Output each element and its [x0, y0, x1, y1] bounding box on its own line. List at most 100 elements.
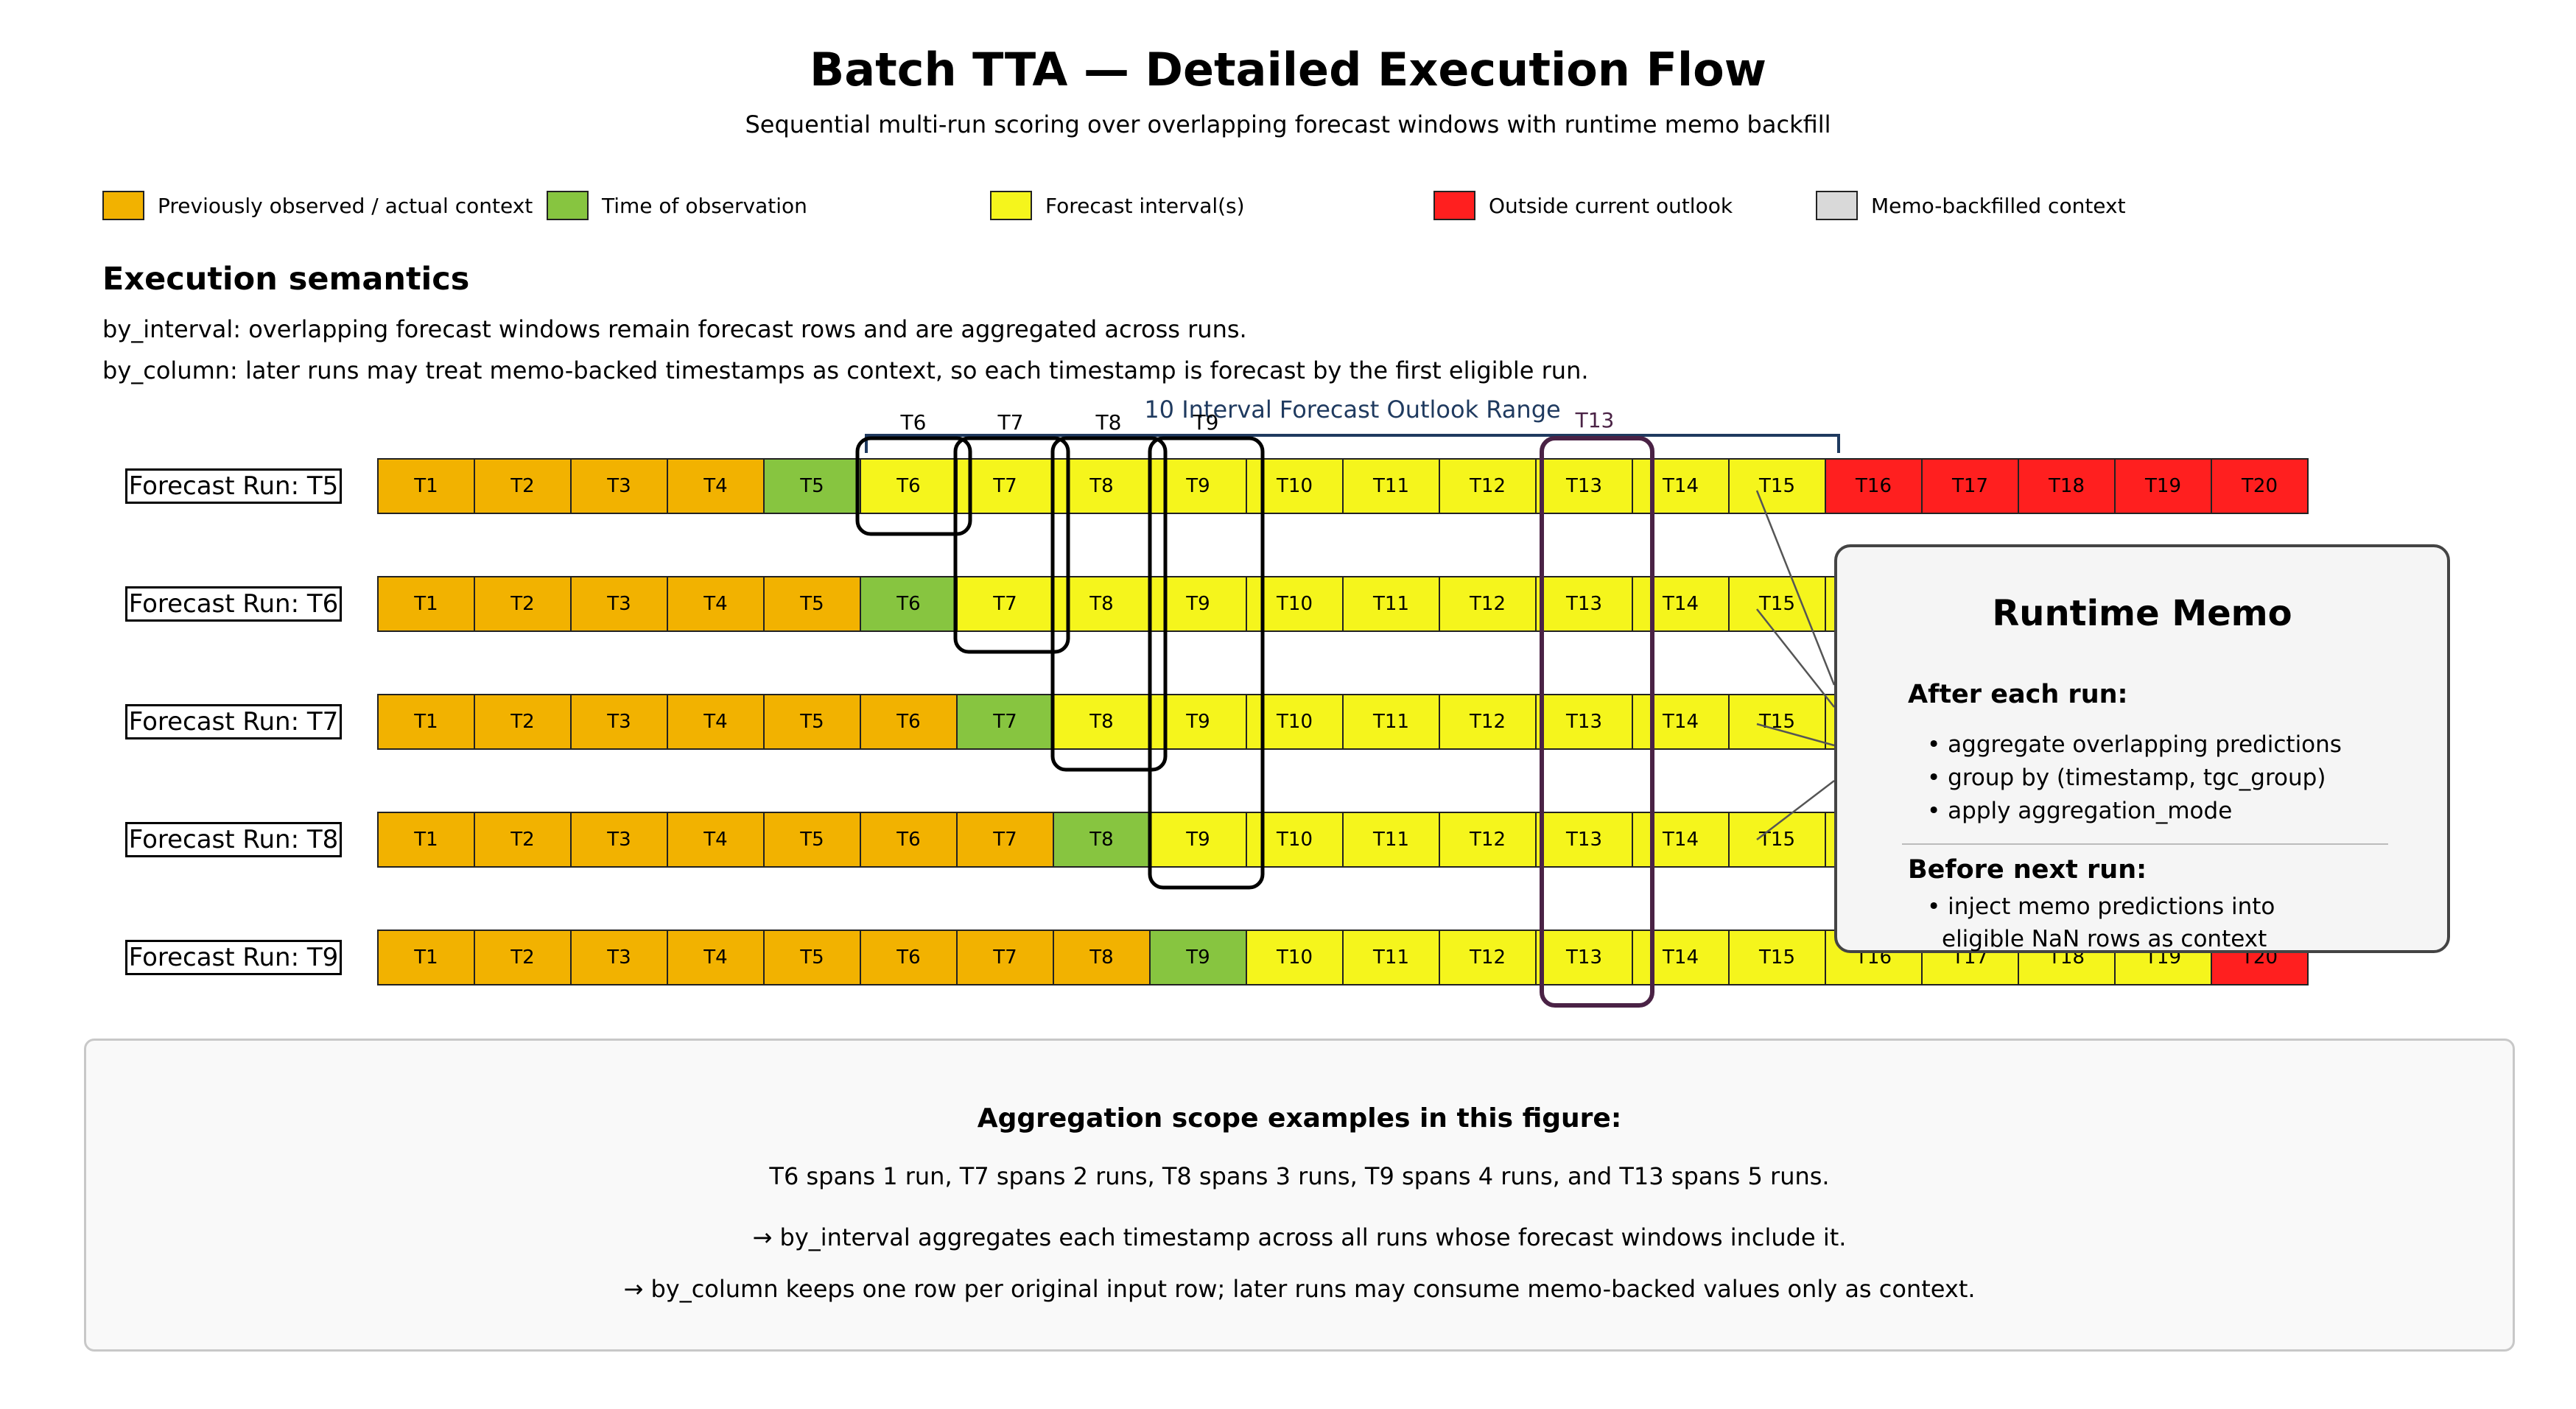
timestamp-cell: T8 — [1053, 930, 1151, 985]
aggregation-line: → by_column keeps one row per original i… — [623, 1275, 1976, 1303]
timestamp-cell: T15 — [1728, 930, 1826, 985]
outlook-range-label: 10 Interval Forecast Outlook Range — [1144, 396, 1560, 424]
memo-after-item: • aggregate overlapping predictions — [1927, 731, 2342, 758]
timestamp-cell: T9 — [1149, 694, 1247, 750]
scope-label-t9: T9 — [1193, 410, 1219, 435]
legend-label: Memo-backfilled context — [1871, 193, 2126, 218]
timestamp-cell: T4 — [667, 458, 765, 514]
timestamp-cell: T6 — [860, 930, 958, 985]
timestamp-cell: T3 — [570, 694, 668, 750]
timestamp-cell: T15 — [1728, 576, 1826, 632]
memo-after-item: • group by (timestamp, tgc_group) — [1927, 765, 2326, 791]
scope-label-t7: T7 — [997, 410, 1024, 435]
timestamp-cell: T16 — [1825, 458, 1923, 514]
timestamp-cell: T14 — [1632, 930, 1730, 985]
run-label: Forecast Run: T9 — [125, 940, 342, 975]
timestamp-cell: T12 — [1439, 576, 1537, 632]
timestamp-cell: T8 — [1053, 576, 1151, 632]
timestamp-cell: T14 — [1632, 812, 1730, 868]
timestamp-cell: T2 — [474, 812, 572, 868]
timestamp-cell: T11 — [1342, 576, 1440, 632]
legend-item: Memo-backfilled context — [1816, 190, 2126, 221]
legend-item: Forecast interval(s) — [990, 190, 1245, 221]
timestamp-cell: T2 — [474, 694, 572, 750]
run-label: Forecast Run: T5 — [125, 468, 342, 504]
timestamp-cell: T8 — [1053, 812, 1151, 868]
legend-swatch — [1433, 191, 1475, 220]
legend-label: Forecast interval(s) — [1045, 193, 1245, 218]
scope-label-t6: T6 — [900, 410, 927, 435]
timestamp-cell: T2 — [474, 458, 572, 514]
timestamp-cell: T6 — [860, 576, 958, 632]
memo-divider — [1902, 843, 2388, 845]
timestamp-cell: T14 — [1632, 694, 1730, 750]
timestamp-cell: T15 — [1728, 458, 1826, 514]
timestamp-cell: T12 — [1439, 930, 1537, 985]
timestamp-cell: T2 — [474, 576, 572, 632]
timestamp-cell: T3 — [570, 576, 668, 632]
timestamp-cell: T15 — [1728, 694, 1826, 750]
timestamp-cell: T4 — [667, 694, 765, 750]
timestamp-cell: T2 — [474, 930, 572, 985]
semantics-by-column: by_column: later runs may treat memo-bac… — [102, 356, 1589, 384]
scope-label-t13: T13 — [1575, 408, 1615, 432]
timestamp-cell: T14 — [1632, 576, 1730, 632]
timestamp-cell: T6 — [860, 694, 958, 750]
timestamp-cell: T5 — [763, 458, 861, 514]
timestamp-cell: T3 — [570, 812, 668, 868]
timestamp-cell: T6 — [860, 458, 958, 514]
timestamp-cell: T9 — [1149, 576, 1247, 632]
timestamp-cell: T11 — [1342, 812, 1440, 868]
legend-label: Outside current outlook — [1489, 193, 1733, 218]
runtime-memo-panel: Runtime Memo After each run: • aggregate… — [1834, 544, 2450, 953]
memo-before-item: eligible NaN rows as context — [1942, 926, 2267, 952]
semantics-title: Execution semantics — [102, 261, 470, 298]
timestamp-cell: T13 — [1535, 812, 1633, 868]
legend-swatch — [1816, 191, 1858, 220]
timestamp-cell: T4 — [667, 812, 765, 868]
outlook-range-bracket — [865, 434, 1840, 453]
aggregation-line: T6 spans 1 run, T7 spans 2 runs, T8 span… — [769, 1162, 1830, 1190]
timestamp-cell: T5 — [763, 576, 861, 632]
legend-label: Previously observed / actual context — [158, 193, 533, 218]
timestamp-cell: T10 — [1246, 930, 1344, 985]
timestamp-cell: T8 — [1053, 694, 1151, 750]
timestamp-cell: T5 — [763, 812, 861, 868]
timestamp-cell: T10 — [1246, 576, 1344, 632]
timestamp-cell: T1 — [377, 576, 475, 632]
timestamp-cell: T11 — [1342, 458, 1440, 514]
timestamp-cell: T13 — [1535, 930, 1633, 985]
aggregation-scope-panel: Aggregation scope examples in this figur… — [84, 1039, 2515, 1352]
legend-swatch — [102, 191, 144, 220]
timestamp-cell: T9 — [1149, 458, 1247, 514]
timestamp-cell: T12 — [1439, 812, 1537, 868]
memo-before-heading: Before next run: — [1908, 855, 2147, 885]
legend-label: Time of observation — [602, 193, 807, 218]
semantics-by-interval: by_interval: overlapping forecast window… — [102, 315, 1247, 343]
timestamp-cell: T10 — [1246, 694, 1344, 750]
timestamp-cell: T8 — [1053, 458, 1151, 514]
timestamp-cell: T13 — [1535, 458, 1633, 514]
memo-before-item: • inject memo predictions into — [1927, 893, 2275, 920]
timestamp-cell: T15 — [1728, 812, 1826, 868]
timestamp-cell: T9 — [1149, 930, 1247, 985]
timestamp-cell: T11 — [1342, 694, 1440, 750]
legend-swatch — [990, 191, 1032, 220]
timestamp-cell: T1 — [377, 812, 475, 868]
scope-label-t8: T8 — [1095, 410, 1122, 435]
timestamp-cell: T6 — [860, 812, 958, 868]
timestamp-cell: T10 — [1246, 458, 1344, 514]
run-label: Forecast Run: T7 — [125, 704, 342, 739]
aggregation-title: Aggregation scope examples in this figur… — [977, 1103, 1622, 1134]
timestamp-cell: T20 — [2211, 458, 2309, 514]
timestamp-cell: T1 — [377, 930, 475, 985]
timestamp-cell: T11 — [1342, 930, 1440, 985]
figure-title: Batch TTA — Detailed Execution Flow — [809, 43, 1767, 96]
timestamp-cell: T7 — [956, 458, 1054, 514]
timestamp-cell: T1 — [377, 694, 475, 750]
legend-item: Time of observation — [547, 190, 807, 221]
figure-subtitle: Sequential multi-run scoring over overla… — [745, 110, 1831, 138]
timestamp-cell: T7 — [956, 576, 1054, 632]
